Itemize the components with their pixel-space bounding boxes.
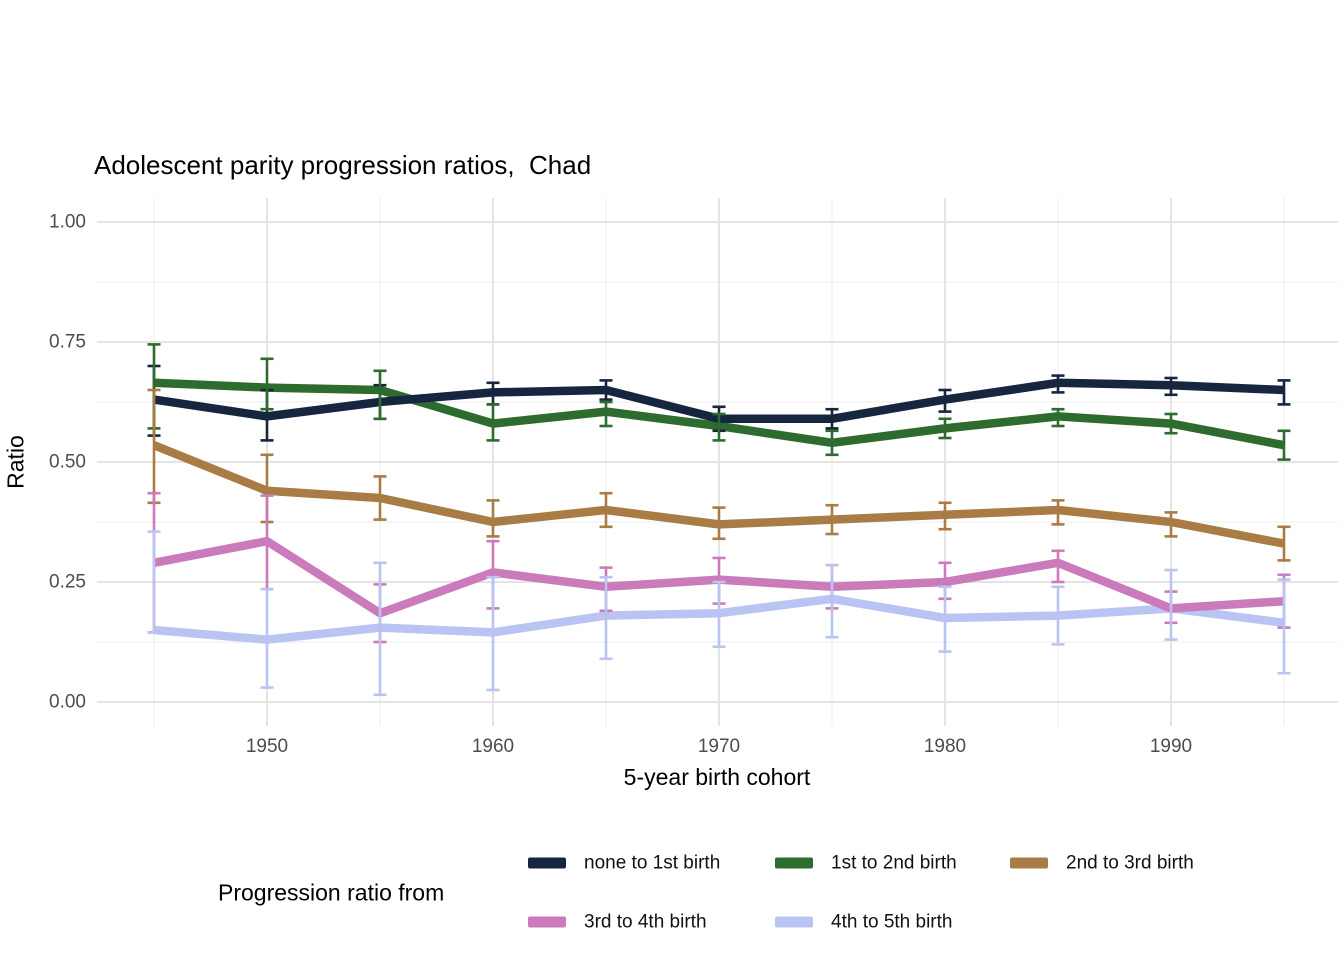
y-tick-label-0.25: 0.25 [49, 571, 86, 593]
error-bars-1st-to-2nd-birth [147, 343, 1291, 461]
y-tick-label-1.00: 1.00 [49, 211, 86, 233]
legend-label-none-to-1st-birth: none to 1st birth [584, 852, 721, 874]
x-axis-title: 5-year birth cohort [623, 764, 811, 790]
legend-key-3rd-to-4th-birth [528, 916, 566, 928]
legend-title: Progression ratio from [218, 879, 445, 906]
x-tick-label-1950: 1950 [245, 736, 289, 757]
legend-key-none-to-1st-birth [528, 857, 566, 869]
legend-label-1st-to-2nd-birth: 1st to 2nd birth [831, 852, 957, 874]
legend-label-4th-to-5th-birth: 4th to 5th birth [831, 911, 953, 933]
y-tick-label-0.50: 0.50 [49, 451, 86, 473]
legend-label-2nd-to-3rd-birth: 2nd to 3rd birth [1066, 852, 1194, 874]
x-tick-label-1980: 1980 [923, 736, 967, 757]
chart-title: Adolescent parity progression ratios, Ch… [94, 150, 592, 180]
y-tick-label-0.00: 0.00 [49, 691, 86, 713]
legend-key-4th-to-5th-birth [775, 916, 813, 928]
x-tick-label-1990: 1990 [1149, 736, 1193, 757]
error-bars-4th-to-5th-birth [147, 530, 1291, 697]
legend-key-2nd-to-3rd-birth [1010, 857, 1048, 869]
x-tick-label-1960: 1960 [471, 736, 515, 757]
x-tick-label-1970: 1970 [697, 736, 741, 757]
gridlines [97, 198, 1338, 726]
legend-label-3rd-to-4th-birth: 3rd to 4th birth [584, 911, 707, 933]
legend-key-1st-to-2nd-birth [775, 857, 813, 869]
y-tick-label-0.75: 0.75 [49, 331, 86, 353]
